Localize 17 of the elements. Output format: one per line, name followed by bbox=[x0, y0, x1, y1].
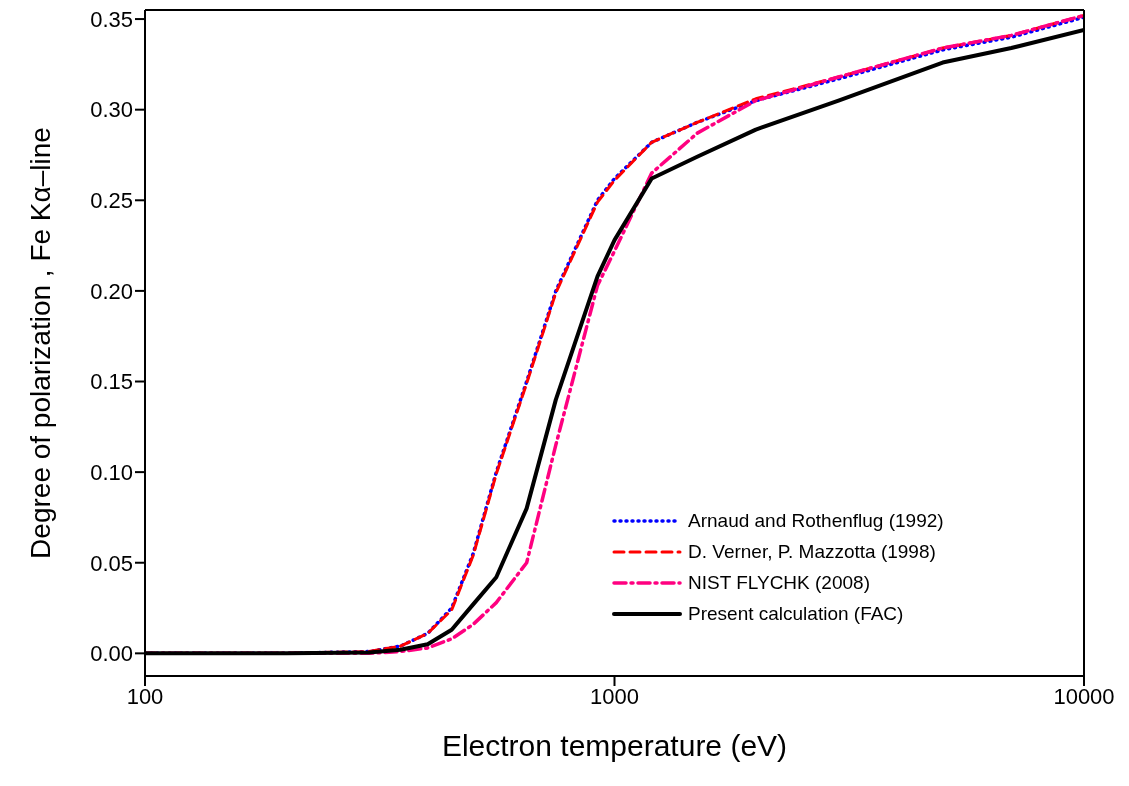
y-axis-title: Degree of polarization , Fe Kα–line bbox=[24, 127, 56, 559]
legend-label: Arnaud and Rothenflug (1992) bbox=[688, 509, 944, 532]
y-tick-label: 0.05 bbox=[90, 550, 133, 576]
legend-label: Present calculation (FAC) bbox=[688, 602, 904, 625]
legend-label: D. Verner, P. Mazzotta (1998) bbox=[688, 540, 936, 563]
legend-label: NIST FLYCHK (2008) bbox=[688, 571, 870, 594]
y-tick-label: 0.10 bbox=[90, 459, 133, 485]
y-tick-label: 0.00 bbox=[90, 641, 133, 667]
x-axis-title: Electron temperature (eV) bbox=[441, 729, 788, 762]
x-tick-label: 10000 bbox=[1053, 683, 1115, 709]
x-tick-label: 1000 bbox=[590, 683, 639, 709]
y-tick-label: 0.30 bbox=[90, 97, 133, 123]
x-tick-label: 100 bbox=[126, 683, 164, 709]
y-tick-label: 0.35 bbox=[90, 6, 133, 32]
y-tick-label: 0.20 bbox=[90, 278, 133, 304]
y-tick-label: 0.15 bbox=[90, 369, 133, 395]
y-tick-label: 0.25 bbox=[90, 188, 133, 214]
